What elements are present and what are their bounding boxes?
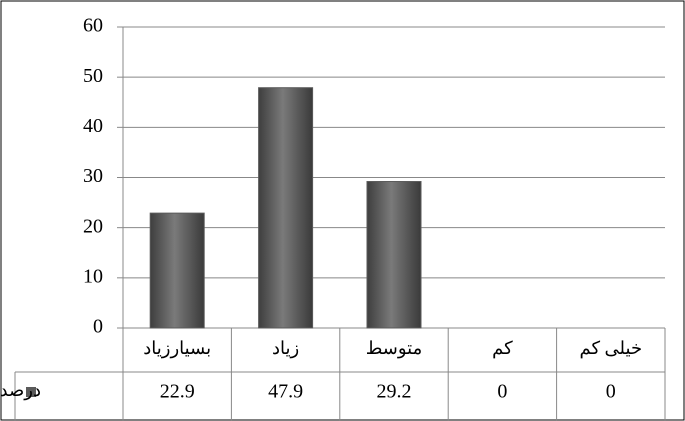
y-tick-label: 50: [83, 65, 103, 87]
table-value: 29.2: [377, 381, 412, 403]
bar: [258, 87, 314, 329]
table-value: 22.9: [160, 381, 195, 403]
legend-swatch: [26, 387, 36, 397]
x-tick-label: متوسط: [366, 338, 423, 359]
x-tick-label: بسیارزیاد: [143, 338, 211, 359]
y-tick-label: 10: [83, 265, 103, 287]
bar: [149, 212, 205, 329]
bar: [366, 181, 422, 329]
x-tick-label: کم: [492, 338, 513, 359]
legend-label: درصد: [0, 380, 41, 401]
y-tick-label: 30: [83, 165, 103, 187]
table-value: 0: [497, 381, 507, 403]
table-value: 47.9: [268, 381, 303, 403]
table-value: 0: [606, 381, 616, 403]
y-tick-label: 0: [93, 316, 103, 338]
x-tick-label: زیاد: [272, 338, 299, 359]
y-tick-label: 40: [83, 115, 103, 137]
x-tick-label: خیلی کم: [580, 338, 643, 359]
y-tick-label: 60: [83, 15, 103, 37]
y-tick-label: 20: [83, 215, 103, 237]
